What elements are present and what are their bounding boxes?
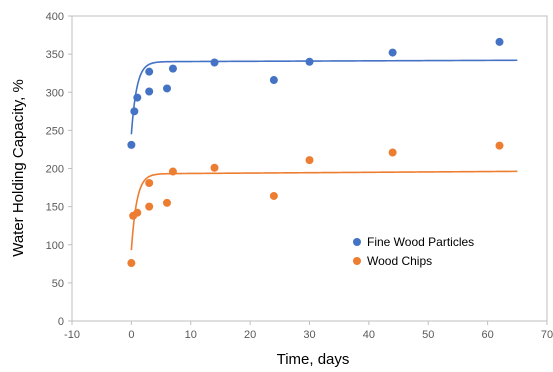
fit-curves xyxy=(130,59,518,251)
data-point-fine-wood-particles xyxy=(305,57,314,66)
data-point-wood-chips xyxy=(269,191,278,200)
data-point-fine-wood-particles xyxy=(163,84,171,93)
legend: Fine Wood Particles Wood Chips xyxy=(353,235,474,268)
x-tick-label: 30 xyxy=(303,329,315,341)
data-point-wood-chips xyxy=(168,167,177,176)
data-point-wood-chips xyxy=(495,141,504,150)
data-point-fine-wood-particles xyxy=(210,58,219,67)
data-point-fine-wood-particles xyxy=(168,64,177,73)
data-point-wood-chips xyxy=(145,178,154,187)
x-tick-label: -10 xyxy=(64,329,80,341)
y-tick-label: 350 xyxy=(46,49,64,61)
legend-label: Wood Chips xyxy=(367,254,432,268)
y-tick-label: 300 xyxy=(46,87,64,99)
data-point-fine-wood-particles xyxy=(495,37,504,46)
x-axis-title: Time, days xyxy=(277,351,350,368)
y-tick-label: 200 xyxy=(46,164,64,176)
y-tick-label: 250 xyxy=(46,125,64,137)
data-point-fine-wood-particles xyxy=(145,87,154,96)
data-point-fine-wood-particles xyxy=(133,93,142,102)
x-tick-label: 50 xyxy=(422,329,434,341)
data-point-wood-chips xyxy=(163,198,171,207)
data-points xyxy=(127,37,504,268)
data-point-wood-chips xyxy=(145,202,154,211)
x-tick-labels: -10 0 10 20 30 40 50 60 70 xyxy=(64,321,553,341)
x-tick-label: 60 xyxy=(482,329,494,341)
y-tick-label: 400 xyxy=(46,11,64,23)
x-tick-label: 40 xyxy=(363,329,375,341)
data-point-fine-wood-particles xyxy=(145,67,154,76)
y-tick-label: 0 xyxy=(58,316,64,328)
data-point-wood-chips xyxy=(305,156,314,165)
y-tick-labels: 0 50 100 150 200 250 300 350 400 xyxy=(46,11,72,328)
data-point-wood-chips xyxy=(127,259,136,268)
x-tick-label: 0 xyxy=(128,329,134,341)
legend-marker xyxy=(353,257,361,265)
x-tick-label: 10 xyxy=(185,329,197,341)
y-tick-label: 150 xyxy=(46,202,64,214)
y-tick-label: 50 xyxy=(52,278,64,290)
data-point-wood-chips xyxy=(210,163,219,172)
data-point-wood-chips xyxy=(388,148,397,157)
legend-marker xyxy=(353,238,361,246)
legend-label: Fine Wood Particles xyxy=(367,235,474,249)
data-point-fine-wood-particles xyxy=(127,140,136,149)
fit-curve-fine-wood-particles xyxy=(130,59,518,135)
data-point-fine-wood-particles xyxy=(388,48,397,57)
x-tick-label: 20 xyxy=(244,329,256,341)
x-tick-label: 70 xyxy=(541,329,553,341)
data-point-fine-wood-particles xyxy=(269,76,278,85)
fit-curve-wood-chips xyxy=(130,170,518,251)
y-axis-title: Water Holding Capacity, % xyxy=(10,79,27,257)
y-tick-label: 100 xyxy=(46,240,64,252)
data-point-fine-wood-particles xyxy=(130,107,139,116)
data-point-wood-chips xyxy=(133,208,142,217)
